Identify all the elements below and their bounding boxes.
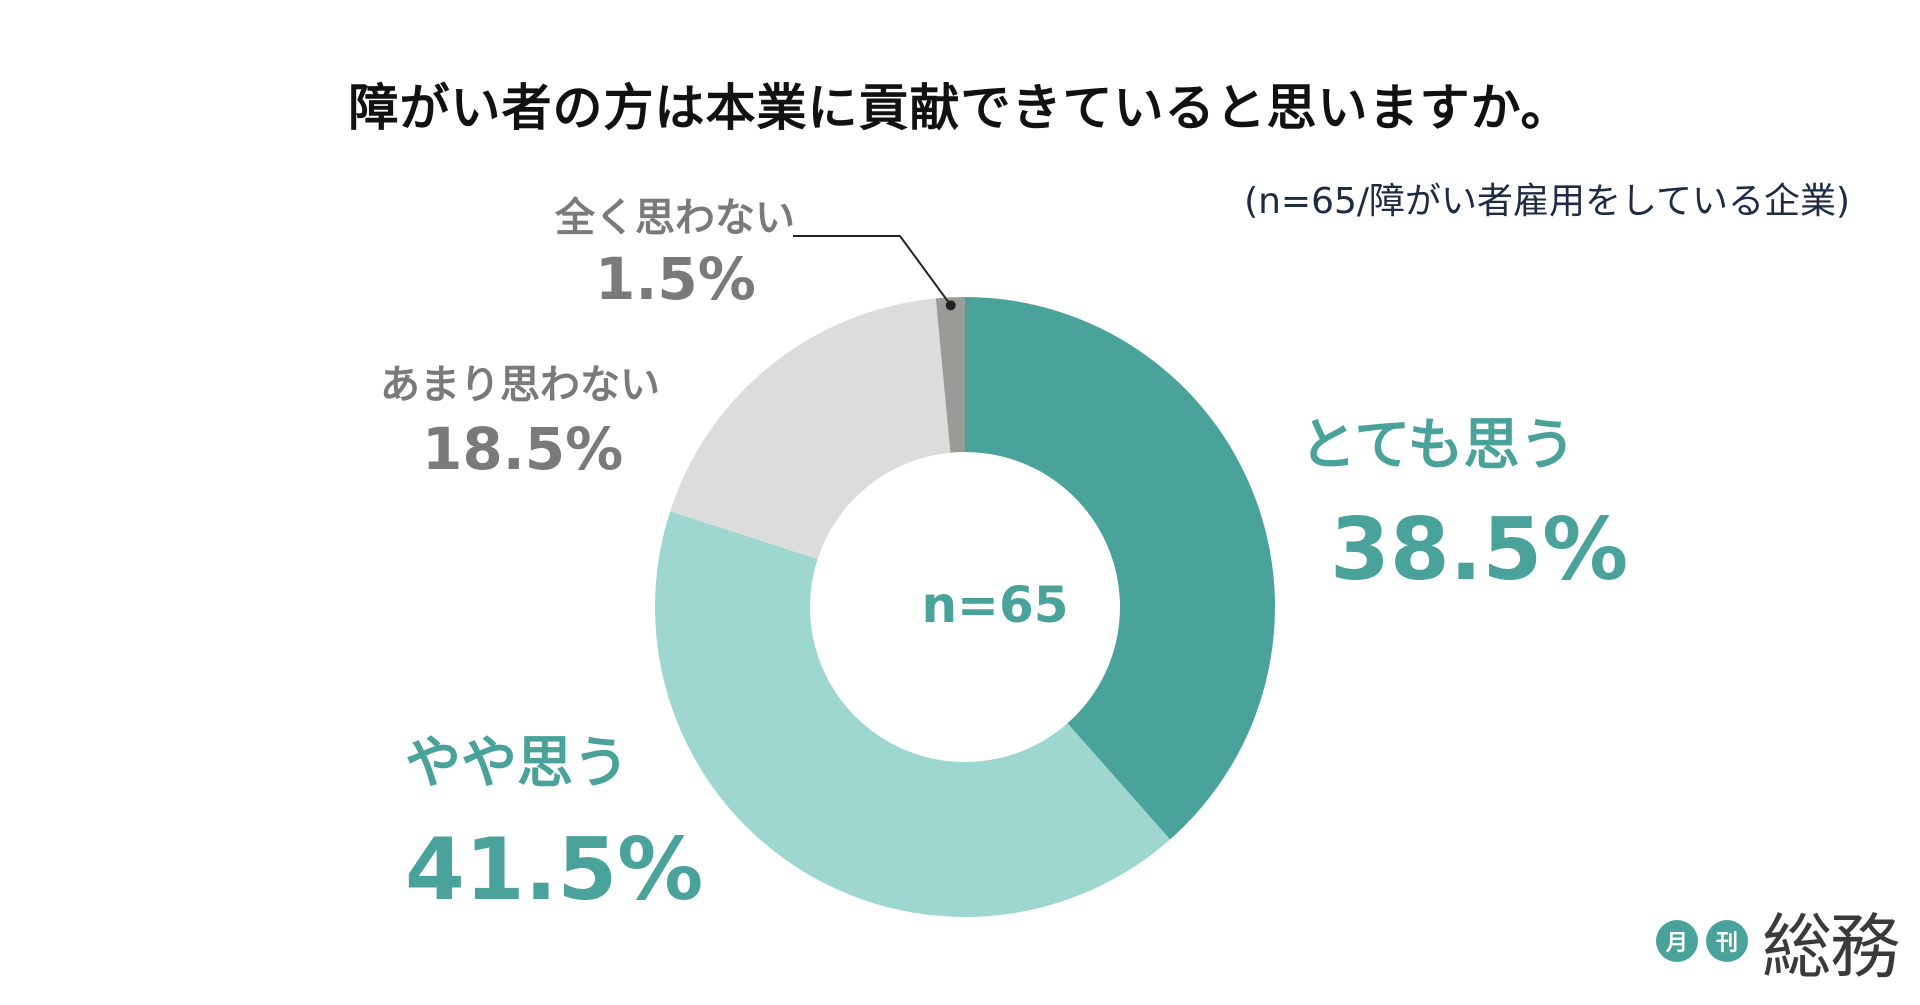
chart-subtitle: (n=65/障がい者雇用をしている企業): [1244, 181, 1850, 222]
logo-wordmark: 総務: [1762, 905, 1900, 988]
slice-label-somewhat: やや思う: [405, 731, 629, 796]
slice-value-not-much: 18.5%: [422, 415, 624, 483]
slice-not-at-all: [935, 297, 965, 453]
logo-circle-2: 刊: [1706, 920, 1748, 962]
slice-value-not-at-all: 1.5%: [595, 245, 756, 313]
slice-value-somewhat: 41.5%: [405, 820, 704, 920]
logo: 月 刊 総務: [1656, 899, 1900, 988]
slice-somewhat: [655, 511, 1171, 917]
slice-label-not-much: あまり思わない: [380, 362, 660, 408]
leader-line: [793, 235, 956, 311]
slice-label-very: とても思う: [1300, 413, 1576, 478]
center-sample-size: n=65: [921, 576, 1069, 634]
chart-title: 障がい者の方は本業に貢献できていると思いますか。: [348, 79, 1572, 137]
slice-very: [965, 297, 1275, 840]
slice-label-not-at-all: 全く思わない: [555, 195, 795, 241]
slice-not-much: [670, 298, 951, 560]
logo-circle-1: 月: [1656, 920, 1698, 962]
slice-value-very: 38.5%: [1330, 500, 1629, 600]
